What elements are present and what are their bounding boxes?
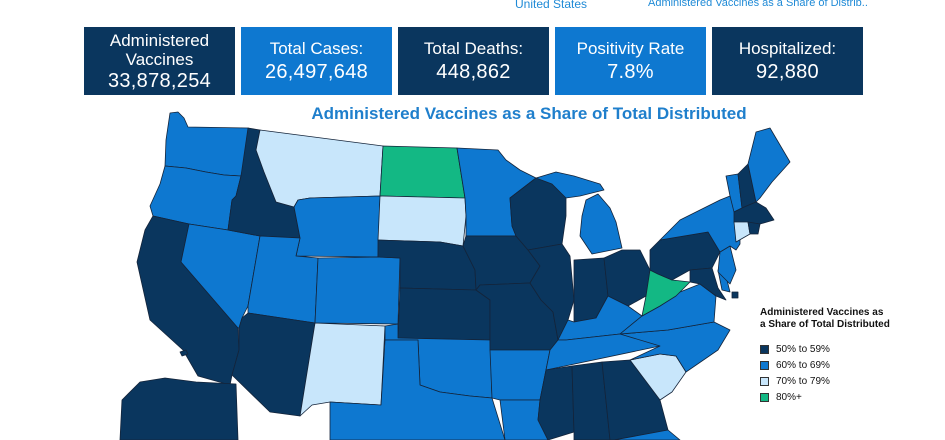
stat-administered-vaccines-label: Administered Vaccines: [109, 31, 210, 69]
state-dc[interactable]: [731, 291, 739, 299]
state-alabama[interactable]: [571, 361, 611, 440]
state-maryland[interactable]: [689, 267, 727, 301]
state-rhode-island[interactable]: [747, 221, 761, 235]
state-alaska[interactable]: [119, 377, 239, 440]
stat-positivity-rate-value: 7.8%: [607, 61, 654, 83]
state-montana[interactable]: [255, 129, 384, 208]
vaccines-share-link[interactable]: Administered Vaccines as a Share of Dist…: [648, 0, 868, 9]
state-kansas[interactable]: [397, 287, 491, 341]
legend-item[interactable]: 70% to 79%: [760, 377, 890, 393]
stat-total-deaths: Total Deaths: 448,862: [398, 27, 549, 95]
stat-administered-vaccines-value: 33,878,254: [107, 70, 212, 92]
united-states-link[interactable]: United States: [515, 0, 588, 11]
stat-total-cases-value: 26,497,648: [264, 61, 369, 83]
legend-item[interactable]: 80%+: [760, 393, 890, 409]
legend-label: 70% to 79%: [776, 376, 830, 387]
stats-row: Administered Vaccines 33,878,254 Total C…: [84, 27, 864, 95]
map-legend: Administered Vaccines as a Share of Tota…: [760, 307, 890, 409]
legend-swatch: [760, 393, 769, 402]
legend-item[interactable]: 60% to 69%: [760, 361, 890, 377]
stat-hospitalized: Hospitalized: 92,880: [712, 27, 863, 95]
state-new-mexico[interactable]: [299, 322, 386, 417]
map-title: Administered Vaccines as a Share of Tota…: [311, 104, 747, 123]
stat-total-cases: Total Cases: 26,497,648: [241, 27, 392, 95]
legend-swatch: [760, 361, 769, 370]
stat-administered-vaccines: Administered Vaccines 33,878,254: [84, 27, 235, 95]
state-florida[interactable]: [573, 429, 681, 440]
legend-label: 60% to 69%: [776, 360, 830, 371]
stat-total-deaths-value: 448,862: [436, 61, 511, 83]
stat-total-cases-label: Total Cases:: [269, 39, 364, 58]
stat-positivity-rate-label: Positivity Rate: [576, 39, 685, 58]
legend-item[interactable]: 50% to 59%: [760, 345, 890, 361]
state-michigan[interactable]: [579, 193, 623, 255]
stat-hospitalized-label: Hospitalized:: [738, 39, 837, 58]
stat-hospitalized-value: 92,880: [756, 61, 819, 83]
legend-title: Administered Vaccines as a Share of Tota…: [760, 307, 890, 330]
state-arkansas[interactable]: [489, 349, 551, 401]
state-colorado[interactable]: [314, 256, 401, 325]
state-michigan-up[interactable]: [535, 171, 605, 199]
state-wyoming[interactable]: [293, 195, 381, 258]
legend-label: 80%+: [776, 392, 802, 403]
legend-swatch: [760, 377, 769, 386]
state-washington[interactable]: [164, 111, 253, 177]
state-maine[interactable]: [747, 127, 791, 203]
state-south-dakota[interactable]: [377, 195, 467, 247]
stat-total-deaths-label: Total Deaths:: [423, 39, 524, 58]
legend-label: 50% to 59%: [776, 344, 830, 355]
stat-positivity-rate: Positivity Rate 7.8%: [555, 27, 706, 95]
state-north-dakota[interactable]: [379, 145, 466, 199]
state-california-islands: [179, 349, 189, 357]
legend-swatch: [760, 345, 769, 354]
state-connecticut[interactable]: [733, 221, 751, 243]
